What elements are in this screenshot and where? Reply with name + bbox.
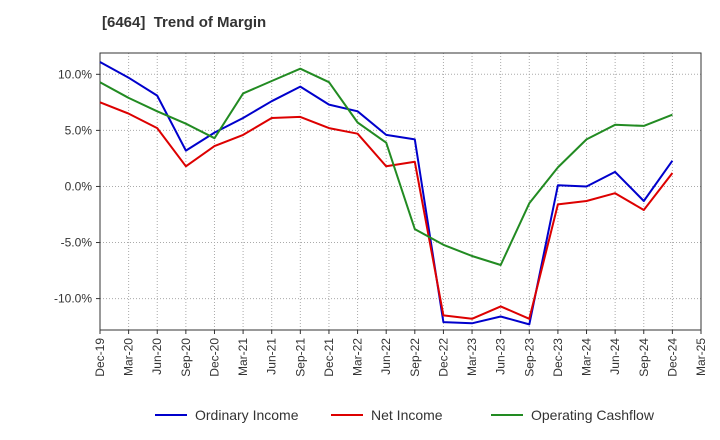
legend-label-0: Ordinary Income bbox=[195, 407, 299, 423]
legend-label-1: Net Income bbox=[371, 407, 443, 423]
grid-layer bbox=[100, 53, 701, 330]
series-line-2 bbox=[99, 67, 673, 266]
x-tick-label: Dec-23 bbox=[551, 338, 565, 377]
y-tick-label: -5.0% bbox=[61, 236, 93, 250]
x-tick-label: Dec-24 bbox=[665, 338, 679, 377]
x-tick-label: Jun-24 bbox=[608, 338, 622, 375]
x-tick-label: Jun-21 bbox=[265, 338, 279, 375]
x-tick-label: Mar-21 bbox=[236, 338, 250, 376]
legend-label-2: Operating Cashflow bbox=[531, 407, 655, 423]
y-tick-label: 10.0% bbox=[58, 67, 92, 81]
x-tick-label: Sep-24 bbox=[637, 338, 651, 377]
plot-frame bbox=[99, 52, 702, 331]
x-tick-label: Sep-20 bbox=[179, 338, 193, 377]
x-tick-label: Dec-21 bbox=[322, 338, 336, 377]
y-tick-label: 5.0% bbox=[65, 123, 93, 137]
y-tick-label: 0.0% bbox=[65, 179, 93, 193]
x-tick-label: Jun-22 bbox=[379, 338, 393, 375]
series-line-1 bbox=[99, 101, 674, 320]
x-tick-label: Mar-24 bbox=[580, 338, 594, 376]
x-tick-label: Sep-23 bbox=[522, 338, 536, 377]
chart-title: [6464] Trend of Margin bbox=[102, 14, 267, 31]
x-tick-label: Sep-21 bbox=[293, 338, 307, 377]
x-tick-label: Jun-23 bbox=[494, 338, 508, 375]
y-tick-label: -10.0% bbox=[54, 292, 92, 306]
x-tick-label: Jun-20 bbox=[150, 338, 164, 375]
series-layer bbox=[99, 61, 674, 326]
x-tick-label: Sep-22 bbox=[408, 338, 422, 377]
series-line-0 bbox=[99, 61, 674, 326]
x-tick-label: Mar-20 bbox=[122, 338, 136, 376]
x-tick-label: Dec-20 bbox=[207, 338, 221, 377]
x-tick-label: Dec-22 bbox=[436, 338, 450, 377]
axis-layer: 10.0% 5.0% 0.0% -5.0% -10.0% Dec-19 Mar-20 Jun-… bbox=[54, 52, 708, 377]
x-tick-label: Mar-25 bbox=[694, 338, 708, 376]
legend: Ordinary Income Net Income Operating Cashf… bbox=[155, 407, 655, 423]
x-tick-label: Mar-22 bbox=[351, 338, 365, 376]
x-tick-label: Mar-23 bbox=[465, 338, 479, 376]
x-tick-label: Dec-19 bbox=[93, 338, 107, 377]
